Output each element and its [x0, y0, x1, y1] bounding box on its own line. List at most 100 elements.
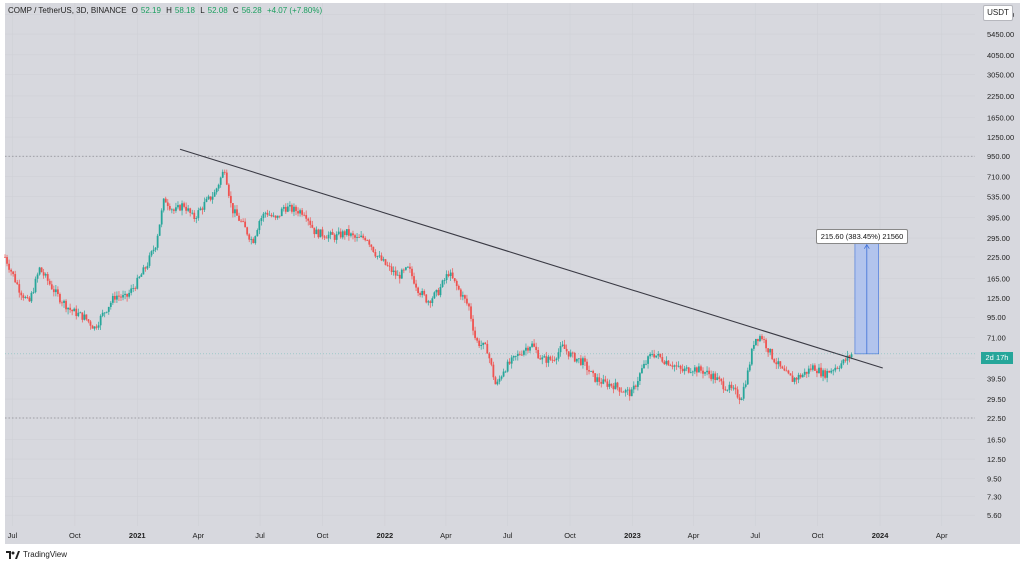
candle-body	[569, 352, 572, 357]
candle-body	[407, 266, 409, 268]
candle-body	[71, 309, 74, 312]
candle-body	[4, 256, 6, 258]
candle-body	[22, 295, 25, 298]
candle-body	[691, 371, 694, 373]
candle-body	[496, 381, 499, 385]
price-axis[interactable]	[975, 3, 1020, 526]
candle-body	[160, 210, 163, 225]
candle-body	[105, 311, 108, 313]
candle-body	[12, 271, 15, 275]
candle-body	[225, 172, 228, 185]
candle-body	[504, 371, 507, 373]
candle-body	[730, 384, 733, 388]
candle-body	[26, 297, 29, 298]
candle-body	[10, 269, 13, 272]
candle-body	[179, 205, 181, 211]
candle-body	[236, 209, 238, 216]
candle-body	[795, 377, 798, 380]
candle-body	[653, 354, 656, 358]
candle-body	[464, 295, 466, 299]
candle-body	[386, 264, 389, 266]
candle-body	[551, 359, 554, 361]
candle-body	[266, 212, 269, 215]
symbol-title[interactable]: COMP / TetherUS, 3D, BINANCE	[8, 6, 127, 15]
candle-body	[293, 206, 295, 212]
time-axis[interactable]	[5, 526, 1020, 544]
candle-body	[769, 349, 772, 353]
y-tick-label: 3050.00	[987, 71, 1014, 80]
candle-body	[752, 344, 755, 349]
candle-body	[520, 354, 523, 356]
y-tick-label: 16.50	[987, 436, 1006, 445]
candle-body	[52, 289, 55, 293]
candle-body	[258, 221, 261, 231]
candle-body	[18, 284, 21, 293]
candle-body	[565, 348, 568, 352]
candle-body	[641, 368, 643, 374]
candle-body	[757, 338, 759, 342]
candle-body	[402, 269, 405, 271]
candle-body	[209, 196, 212, 200]
candle-body	[586, 361, 588, 371]
footer-brand[interactable]: TradingView	[23, 550, 68, 559]
plot-area[interactable]	[5, 3, 975, 526]
candle-body	[79, 312, 82, 314]
y-tick-label: 4050.00	[987, 51, 1014, 60]
candles	[4, 169, 853, 405]
candle-body	[232, 203, 234, 214]
candle-body	[223, 171, 226, 173]
candle-body	[457, 285, 460, 290]
candle-body	[313, 227, 316, 235]
candle-body	[358, 236, 360, 238]
candle-body	[118, 295, 120, 297]
candle-body	[378, 255, 381, 257]
candle-body	[781, 366, 784, 369]
candle-body	[510, 357, 513, 364]
high-label: H	[166, 6, 172, 15]
x-tick-label: Apr	[440, 531, 452, 540]
candle-body	[262, 213, 265, 219]
candle-body	[777, 361, 780, 365]
candle-body	[744, 384, 747, 387]
candle-body	[755, 338, 757, 345]
high-value: 58.18	[174, 6, 195, 15]
candle-body	[59, 294, 61, 303]
x-tick-label: 2023	[624, 531, 641, 540]
candle-body	[820, 367, 822, 377]
candle-body	[592, 370, 595, 374]
candle-body	[702, 370, 704, 374]
candle-body	[103, 312, 106, 314]
candle-body	[512, 355, 515, 358]
candle-body	[693, 367, 696, 372]
candle-body	[596, 377, 599, 382]
candle-body	[335, 234, 338, 240]
candle-body	[466, 298, 468, 304]
candle-body	[470, 306, 472, 319]
candle-body	[710, 374, 713, 380]
candle-body	[242, 221, 244, 222]
y-tick-label: 295.00	[987, 234, 1010, 243]
candle-body	[486, 343, 489, 354]
candle-body	[561, 344, 564, 346]
candle-body	[97, 325, 100, 328]
candle-body	[573, 352, 576, 362]
candle-body	[698, 366, 700, 373]
candle-body	[624, 390, 627, 393]
candle-body	[848, 355, 851, 358]
candle-body	[706, 370, 708, 373]
candle-body	[759, 336, 761, 342]
candle-body	[341, 231, 344, 238]
candle-body	[824, 370, 826, 378]
candle-body	[16, 282, 19, 285]
candle-body	[506, 361, 509, 372]
candle-body	[413, 276, 415, 284]
candle-body	[101, 312, 104, 316]
candle-body	[533, 343, 535, 347]
currency-button[interactable]: USDT	[983, 5, 1013, 21]
candle-body	[718, 377, 721, 379]
candle-body	[441, 280, 444, 287]
candle-body	[549, 356, 552, 360]
candle-body	[337, 231, 340, 235]
candle-body	[453, 278, 456, 282]
candle-body	[227, 184, 230, 196]
